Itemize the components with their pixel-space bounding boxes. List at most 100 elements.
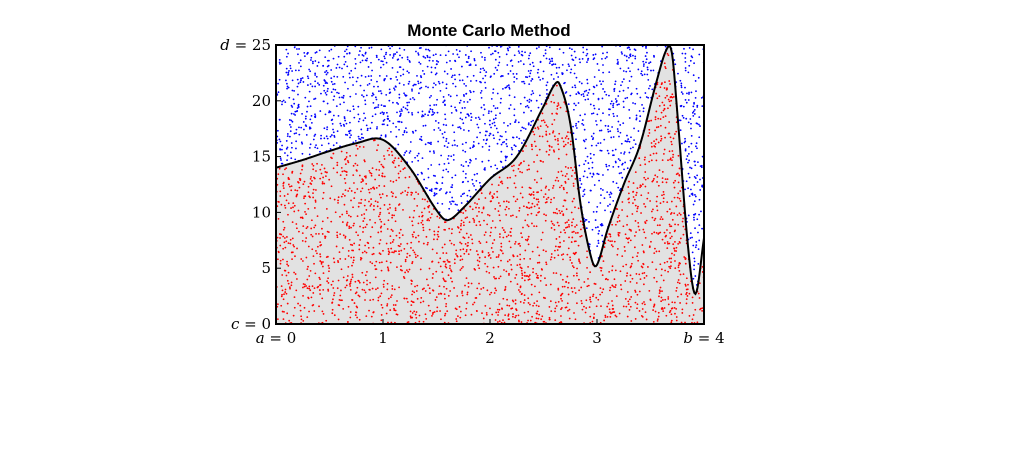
point-above — [699, 125, 701, 127]
point-above — [584, 159, 587, 162]
point-below — [386, 303, 389, 305]
point-below — [321, 182, 324, 185]
point-below — [304, 202, 307, 205]
point-below — [523, 160, 525, 163]
point-below — [467, 236, 470, 239]
point-below — [428, 228, 431, 231]
point-below — [310, 233, 313, 236]
point-below — [497, 254, 500, 256]
point-below — [574, 206, 576, 209]
point-below — [421, 223, 424, 226]
point-above — [689, 59, 692, 62]
point-above — [294, 158, 297, 161]
point-below — [361, 271, 364, 274]
point-above — [613, 90, 616, 92]
point-above — [692, 115, 695, 117]
point-above — [291, 120, 294, 123]
point-below — [564, 165, 567, 168]
point-below — [660, 296, 663, 299]
point-above — [510, 146, 513, 149]
point-below — [398, 236, 401, 239]
point-below — [555, 272, 558, 275]
point-below — [564, 175, 567, 178]
point-below — [649, 200, 652, 202]
point-below — [343, 177, 346, 180]
point-below — [277, 258, 279, 261]
point-above — [693, 200, 696, 203]
point-below — [480, 288, 483, 290]
point-below — [444, 297, 446, 300]
point-below — [484, 262, 486, 265]
point-below — [589, 271, 592, 274]
point-above — [528, 98, 531, 101]
point-above — [382, 120, 385, 122]
point-above — [693, 257, 696, 260]
point-below — [490, 247, 493, 249]
point-above — [289, 67, 292, 70]
point-above — [579, 114, 582, 117]
point-above — [590, 135, 593, 138]
point-below — [398, 232, 401, 234]
point-below — [427, 284, 430, 287]
point-below — [422, 320, 425, 323]
point-below — [490, 291, 493, 294]
point-below — [649, 299, 652, 302]
point-below — [350, 256, 353, 259]
point-below — [279, 195, 282, 197]
point-below — [343, 158, 346, 161]
point-below — [562, 253, 565, 255]
point-below — [445, 302, 448, 305]
point-above — [645, 45, 647, 48]
point-above — [604, 124, 607, 127]
point-below — [336, 161, 339, 164]
point-above — [456, 53, 459, 56]
point-below — [284, 291, 287, 293]
point-above — [597, 97, 600, 100]
point-below — [478, 206, 480, 209]
point-above — [587, 91, 590, 94]
point-above — [625, 59, 628, 62]
point-above — [393, 88, 396, 91]
point-above — [411, 113, 414, 116]
point-below — [391, 154, 394, 157]
point-below — [511, 315, 514, 318]
point-above — [549, 60, 552, 63]
point-below — [664, 65, 667, 68]
point-below — [659, 124, 662, 127]
point-below — [332, 167, 335, 170]
point-above — [332, 98, 335, 101]
point-above — [450, 186, 453, 189]
point-below — [369, 289, 371, 291]
point-above — [693, 175, 696, 178]
point-below — [536, 246, 539, 249]
point-below — [644, 156, 646, 159]
point-below — [499, 204, 501, 207]
point-above — [404, 95, 407, 97]
point-above — [527, 122, 530, 125]
point-below — [668, 80, 671, 82]
point-below — [466, 293, 469, 296]
point-below — [484, 304, 487, 307]
point-below — [666, 201, 669, 204]
point-below — [558, 209, 561, 212]
point-above — [348, 52, 351, 55]
point-below — [438, 285, 441, 287]
point-above — [295, 140, 298, 143]
point-above — [685, 117, 688, 120]
point-below — [290, 284, 293, 287]
point-above — [590, 144, 593, 147]
point-above — [526, 76, 529, 79]
point-above — [684, 86, 686, 89]
point-below — [406, 252, 409, 255]
point-below — [669, 96, 672, 98]
point-above — [440, 154, 443, 157]
point-below — [537, 198, 540, 201]
point-below — [457, 227, 460, 229]
point-below — [510, 234, 512, 237]
point-above — [354, 67, 357, 70]
point-below — [437, 293, 440, 295]
point-below — [422, 229, 425, 232]
point-above — [598, 69, 600, 72]
point-above — [480, 106, 483, 109]
point-above — [587, 201, 590, 204]
